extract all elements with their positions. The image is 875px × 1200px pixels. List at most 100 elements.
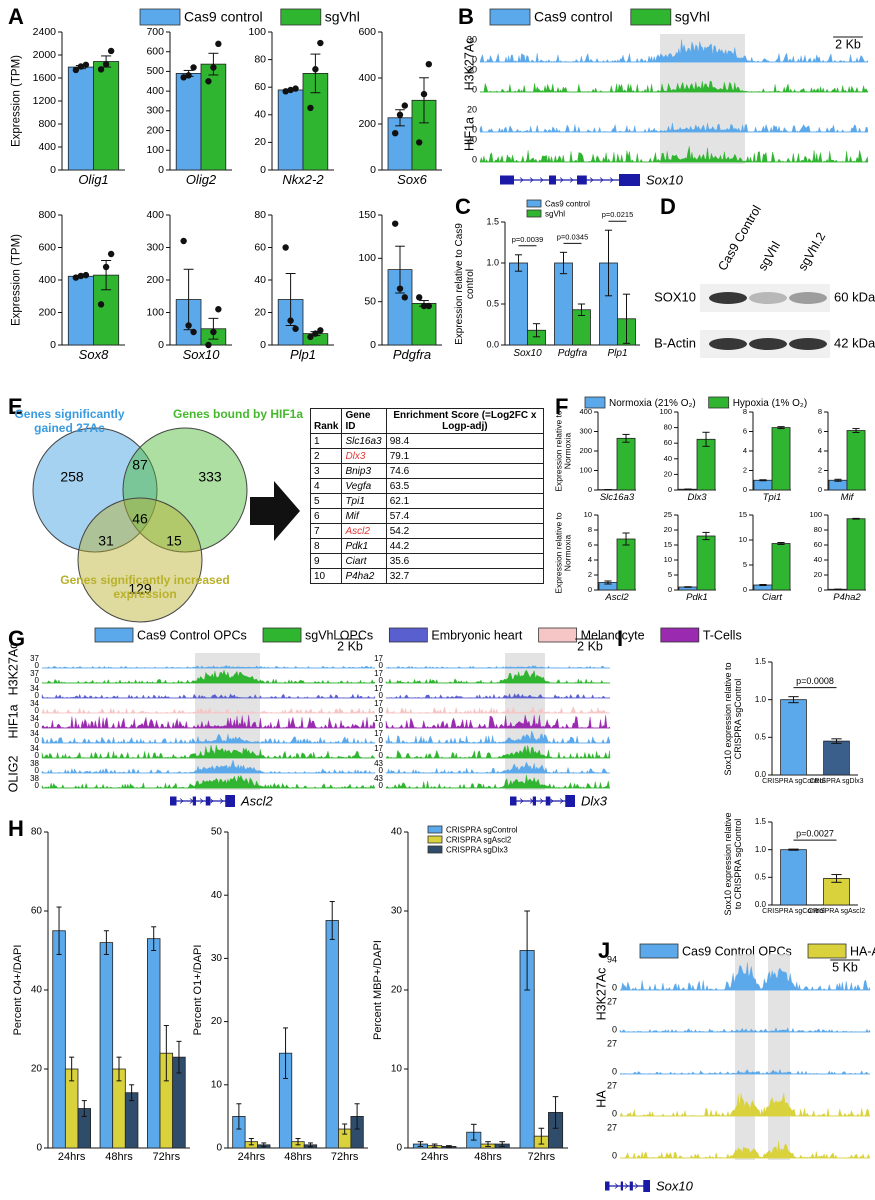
y-tick-label: 60 (254, 81, 266, 93)
bar (277, 89, 304, 171)
y-tick-label: 100 (248, 26, 266, 38)
venn-count: 258 (60, 469, 84, 485)
table-cell: Pdk1 (341, 538, 387, 554)
data-point (185, 72, 192, 79)
track-scale-min: 0 (379, 766, 384, 775)
bar (753, 479, 773, 491)
legend-swatch (262, 627, 302, 643)
panel-label: B (458, 4, 474, 29)
error-bar (485, 1141, 491, 1147)
x-tick-label: Sox10 (513, 348, 542, 359)
strand-arrow (614, 1183, 619, 1189)
legend-label: Hypoxia (1% O₂) (733, 398, 807, 409)
data-point (77, 272, 85, 280)
x-tick-label: Olig1 (78, 172, 109, 187)
x-tick-label: Tpi1 (762, 492, 782, 503)
table-cell: 74.6 (385, 463, 545, 479)
track-scale-min: 0 (379, 661, 384, 670)
blot-band (709, 338, 747, 350)
legend-label: Embryonic heart (431, 628, 523, 642)
track-scale-max: 17 (374, 744, 383, 753)
y-tick-label: 30 (211, 953, 223, 964)
y-tick-label: 80 (664, 423, 672, 432)
table-cell: 62.1 (385, 493, 545, 509)
y-axis-label: Sox10 expression relative to CRISPRA sgC… (723, 661, 743, 776)
data-point (317, 39, 324, 47)
data-point (396, 111, 404, 119)
data-point (420, 90, 428, 98)
track-scale-min: 0 (612, 1024, 617, 1034)
y-tick-label: 0 (260, 164, 266, 176)
table-cell: 8 (309, 538, 343, 554)
bar (616, 437, 636, 491)
strand-arrow (609, 177, 614, 183)
y-tick-label: 400 (579, 407, 592, 416)
signal-track (385, 761, 610, 774)
table-cell: P4ha2 (341, 568, 387, 584)
y-tick-label: 20 (254, 136, 266, 148)
gene-exon (620, 1181, 623, 1191)
y-tick-label: 300 (579, 426, 592, 435)
bar (780, 849, 807, 906)
gene-exon (643, 1180, 650, 1192)
legend-label: sgVhl (545, 210, 565, 219)
bar (771, 543, 791, 591)
column-header: Enrichment Score (=Log2FC x Logp-adj) (385, 408, 545, 434)
legend-swatch (427, 825, 443, 834)
y-tick-label: 0 (370, 339, 376, 351)
bar (509, 262, 528, 346)
data-point (392, 130, 399, 137)
gene-name: Dlx3 (581, 793, 608, 808)
gene-name: Sox10 (646, 172, 684, 187)
bar (771, 427, 791, 491)
table-cell: 4 (309, 478, 343, 494)
data-point (97, 301, 105, 308)
legend-label: CRISPRA sgDlx3 (446, 846, 508, 855)
y-tick-label: 15 (739, 510, 747, 519)
y-tick-label: 0.5 (755, 872, 767, 881)
data-point (282, 88, 289, 95)
table-row: 7 Ascl2 54.2 (309, 523, 545, 539)
y-tick-label: 400 (146, 85, 164, 97)
bar (67, 66, 94, 171)
track-scale-min: 0 (472, 54, 477, 64)
table-cell: 98.4 (385, 433, 545, 449)
error-bar (788, 696, 799, 704)
track-scale-min: 0 (35, 781, 40, 790)
track-scale-max: 43 (374, 759, 383, 768)
track-scale-min: 0 (35, 676, 40, 685)
y-tick-label: 600 (38, 241, 56, 253)
p-value: p=0.0027 (796, 828, 834, 838)
error-bar (417, 1141, 424, 1147)
data-point (107, 250, 115, 258)
legend-label: CRISPRA sgControl (446, 826, 518, 835)
error-bar (470, 1123, 477, 1141)
y-tick-label: 50 (211, 827, 223, 838)
signal-track (41, 744, 375, 759)
y-tick-label: 0 (50, 164, 56, 176)
error-bar (285, 273, 296, 326)
strand-arrow (179, 798, 184, 804)
signal-track (385, 730, 611, 744)
table-cell: 1 (309, 433, 343, 449)
strand-arrow (209, 798, 214, 804)
legend-swatch (388, 627, 428, 643)
y-tick-label: 20 (31, 1064, 43, 1075)
y-tick-label: 5 (743, 560, 747, 569)
error-bar (151, 926, 157, 951)
bar (696, 438, 716, 491)
y-tick-label: 200 (358, 118, 376, 130)
track-scale-min: 0 (35, 721, 40, 730)
error-bar (419, 77, 429, 124)
y-tick-label: 400 (38, 141, 56, 153)
y-tick-label: 0 (158, 339, 164, 351)
y-tick-label: 0 (743, 485, 747, 494)
y-axis-label: Expression (TPM) (10, 233, 23, 327)
signal-track (479, 146, 869, 163)
data-point (287, 86, 294, 94)
x-tick-label: Sox6 (397, 172, 427, 187)
y-axis-label: Percent O4+/DAPI (11, 944, 24, 1036)
y-tick-label: 60 (254, 241, 266, 253)
lane-label: sgVhl.2 (795, 230, 828, 273)
